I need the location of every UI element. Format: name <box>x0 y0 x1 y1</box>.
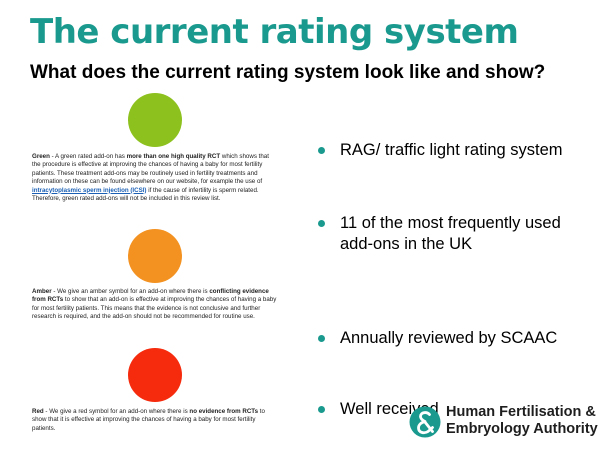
bullet-item: 11 of the most frequently used add-ons i… <box>318 213 598 255</box>
green-text-c: if the cause of infertility is sperm rel… <box>32 186 259 203</box>
green-circle-icon <box>128 93 182 147</box>
logo-line-1: Human Fertilisation & <box>446 404 596 420</box>
red-rating-description: Red - We give a red symbol for an add-on… <box>32 408 278 433</box>
green-bold-a: more than one high quality RCT <box>126 153 221 160</box>
bullet-list: RAG/ traffic light rating system 11 of t… <box>318 140 598 418</box>
red-text-b: to show that it is effective at improvin… <box>32 408 265 432</box>
bullet-item: RAG/ traffic light rating system <box>318 140 598 161</box>
amber-label: Amber <box>32 288 52 295</box>
red-circle-icon <box>128 348 182 402</box>
bullet-text: 11 of the most frequently used add-ons i… <box>340 214 561 253</box>
bullet-dot-icon <box>318 147 325 154</box>
amber-text-b: to show that an add-on is effective at i… <box>32 296 277 321</box>
bullet-dot-icon <box>318 335 325 342</box>
red-text-a: - We give a red symbol for an add-on whe… <box>43 408 190 415</box>
amber-rating-description: Amber - We give an amber symbol for an a… <box>32 288 278 322</box>
logo-line-2: Embryology Authority <box>446 421 598 437</box>
amber-circle-icon <box>128 229 182 283</box>
red-label: Red <box>32 408 44 415</box>
icsi-link[interactable]: intracytoplasmic sperm injection (ICSI) <box>32 186 147 194</box>
hfea-ampersand-logo-icon <box>409 406 441 438</box>
bullet-dot-icon <box>318 220 325 227</box>
amber-bold-a: conflicting evidence from RCTs <box>32 288 269 304</box>
bullet-item: Annually reviewed by SCAAC <box>318 328 598 349</box>
green-label: Green <box>32 153 50 160</box>
red-bold-a: no evidence from RCTs <box>189 408 259 415</box>
amber-text-a: - We give an amber symbol for an add-on … <box>51 288 210 295</box>
hfea-logo-text: Human Fertilisation & Embryology Authori… <box>446 404 598 438</box>
slide-title: The current rating system <box>30 12 519 52</box>
bullet-text: Annually reviewed by SCAAC <box>340 329 558 347</box>
bullet-text: RAG/ traffic light rating system <box>340 141 563 159</box>
hfea-logo: Human Fertilisation & Embryology Authori… <box>409 403 598 443</box>
slide-subtitle: What does the current rating system look… <box>30 62 546 83</box>
bullet-dot-icon <box>318 406 325 413</box>
green-text-a: - A green rated add-on has <box>49 153 127 160</box>
green-text-b: which shows that the procedure is effect… <box>32 153 269 186</box>
green-rating-description: Green - A green rated add-on has more th… <box>32 153 278 203</box>
